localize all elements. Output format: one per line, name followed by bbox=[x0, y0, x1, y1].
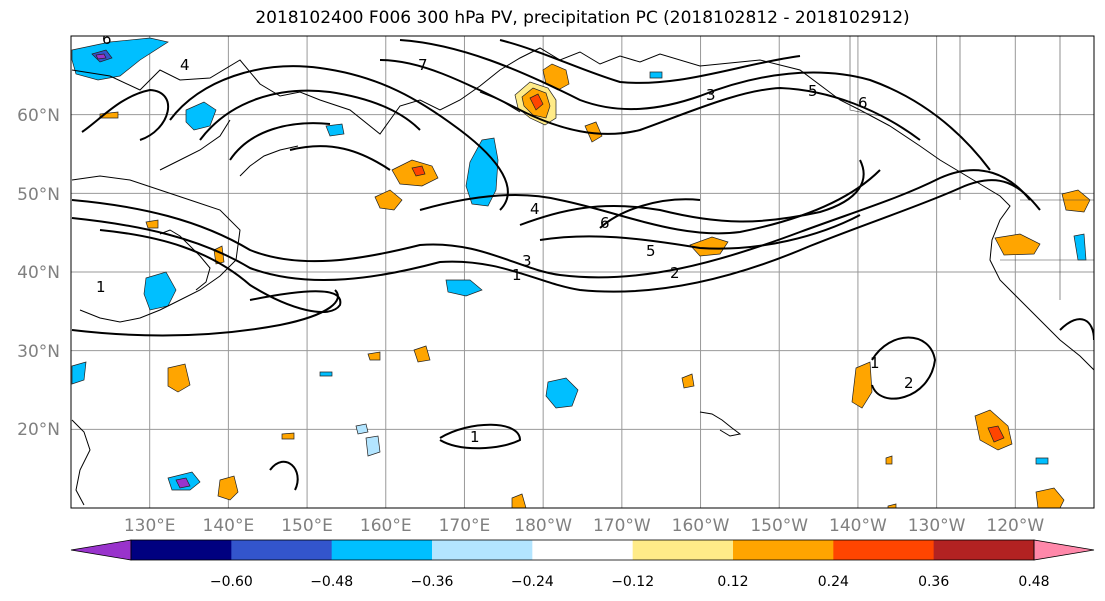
contour-label-3: 3 bbox=[522, 252, 532, 270]
colorbar-frame bbox=[130, 539, 1035, 561]
map-title: 2018102400 F006 300 hPa PV, precipitatio… bbox=[255, 8, 910, 28]
contour-label-6b: 6 bbox=[102, 30, 112, 48]
lat-label-20n: 20°N bbox=[17, 420, 60, 440]
colorbar-swatch bbox=[933, 540, 1035, 560]
contour-label-2: 2 bbox=[670, 264, 680, 282]
colorbar-swatch bbox=[632, 540, 734, 560]
lat-label-60n: 60°N bbox=[17, 106, 60, 126]
lat-label-40n: 40°N bbox=[17, 263, 60, 283]
lat-label-50n: 50°N bbox=[17, 185, 60, 205]
lon-label: 150°E bbox=[281, 516, 333, 536]
lon-label: 120°W bbox=[986, 516, 1044, 536]
colorbar-tick-label: −0.48 bbox=[310, 574, 353, 590]
colorbar-tick-label: −0.24 bbox=[511, 574, 554, 590]
lon-label: 160°E bbox=[360, 516, 412, 536]
contour-label-6: 6 bbox=[600, 214, 610, 232]
colorbar-swatch bbox=[331, 540, 433, 560]
lat-label-30n: 30°N bbox=[17, 342, 60, 362]
lon-label: 180°W bbox=[514, 516, 572, 536]
colorbar-swatch bbox=[131, 540, 232, 560]
colorbar-tick-label: 0.12 bbox=[717, 574, 748, 590]
lon-label: 140°E bbox=[203, 516, 255, 536]
colorbar-tick-labels: −0.60 −0.48 −0.36 −0.24 −0.12 0.12 0.24 0.36 0.4… bbox=[210, 574, 1050, 590]
contour-label-3b: 3 bbox=[706, 86, 716, 104]
lon-label: 160°W bbox=[672, 516, 730, 536]
contour-label-1: 1 bbox=[512, 266, 522, 284]
colorbar bbox=[70, 539, 1095, 561]
longitude-labels: 130°E 140°E 150°E 160°E 170°E 180°W 170°W 160°W… bbox=[124, 516, 1045, 536]
lon-label: 170°W bbox=[593, 516, 651, 536]
colorbar-tick-label: −0.12 bbox=[611, 574, 654, 590]
colorbar-tick-label: 0.36 bbox=[918, 574, 949, 590]
colorbar-swatch bbox=[833, 540, 935, 560]
positive-precip-anomalies bbox=[99, 63, 1091, 508]
contour-label-2b: 2 bbox=[904, 374, 914, 392]
contour-label-1c: 1 bbox=[470, 428, 480, 446]
contour-label-7: 7 bbox=[418, 56, 428, 74]
map-frame bbox=[70, 35, 1095, 509]
contour-label-4: 4 bbox=[530, 200, 540, 218]
pv-contours bbox=[71, 39, 1094, 491]
latitude-labels: 20°N 30°N 40°N 50°N 60°N bbox=[17, 106, 60, 440]
contour-label-5: 5 bbox=[646, 242, 656, 260]
contour-label-5b: 5 bbox=[808, 82, 818, 100]
contour-label-1d: 1 bbox=[96, 278, 106, 296]
colorbar-swatch bbox=[532, 540, 634, 560]
colorbar-tick-label: −0.36 bbox=[411, 574, 454, 590]
colorbar-swatch bbox=[432, 540, 533, 560]
colorbar-tick-label: −0.60 bbox=[210, 574, 253, 590]
pv-contour-labels: 1 2 3 4 5 6 7 1 2 1 3 6 4 5 6 1 bbox=[96, 30, 914, 446]
colorbar-swatch bbox=[733, 540, 834, 560]
lon-label: 130°E bbox=[124, 516, 176, 536]
colorbar-extend-low bbox=[70, 539, 132, 561]
contour-label-4b: 4 bbox=[180, 56, 190, 74]
contour-label-6c: 6 bbox=[858, 94, 868, 112]
negative-precip-anomalies bbox=[71, 37, 1087, 491]
colorbar-swatch bbox=[231, 540, 333, 560]
contour-label-1b: 1 bbox=[870, 354, 880, 372]
lon-label: 150°W bbox=[750, 516, 808, 536]
colorbar-tick-label: 0.48 bbox=[1018, 574, 1049, 590]
lon-label: 140°W bbox=[829, 516, 887, 536]
precipitation-shading bbox=[71, 37, 1091, 508]
colorbar-tick-label: 0.24 bbox=[818, 574, 849, 590]
lon-label: 130°W bbox=[908, 516, 966, 536]
lon-label: 170°E bbox=[439, 516, 491, 536]
colorbar-extend-high bbox=[1033, 539, 1095, 561]
